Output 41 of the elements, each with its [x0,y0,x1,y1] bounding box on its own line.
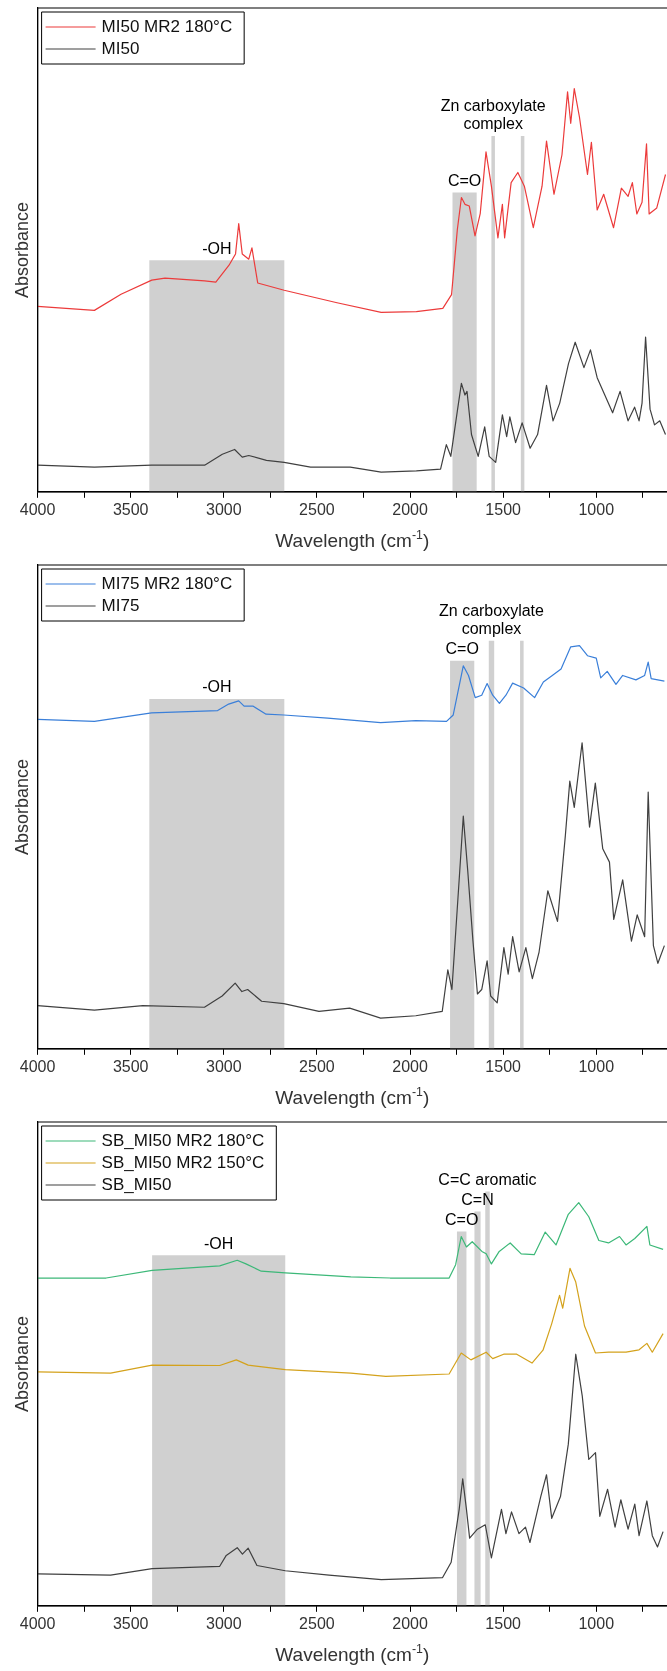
x-tick-label: 4000 [19,1614,56,1632]
y-axis-title: Absorbance [11,201,32,298]
legend-label: SB_MI50 MR2 180°C [101,1130,265,1150]
legend-label: SB_MI50 MR2 150°C [101,1152,265,1172]
band-label: C=O [445,640,479,658]
x-tick-label: 3000 [206,500,242,518]
band-label: C=C aromatic [438,1170,537,1188]
x-tick-label: 3500 [112,1057,149,1075]
x-tick-label: 3500 [112,500,149,518]
legend-label: MI75 MR2 180°C [101,573,233,593]
band-label: Zn carboxylate complex [440,97,546,133]
band-label: Zn carboxylate complex [439,602,545,638]
x-tick-label: 4000 [19,500,56,518]
x-tick-label: 1000 [578,1057,615,1075]
x-tick-label: 4000 [19,1057,56,1075]
x-tick-label: 2500 [299,500,335,518]
legend-label: MI50 MR2 180°C [101,16,233,36]
x-tick-label: 1500 [485,1614,522,1632]
x-tick-label: 2000 [392,1057,428,1075]
x-tick-label: 2500 [299,1057,335,1075]
x-tick-label: 3000 [206,1057,242,1075]
x-tick-label: 2000 [392,1614,428,1632]
y-axis-title: Absorbance [11,758,32,855]
band-label: C=N [461,1190,494,1208]
x-tick-label: 1000 [578,1614,615,1632]
band-label: -OH [202,239,232,257]
x-tick-label: 1500 [485,1057,522,1075]
y-axis-title: Absorbance [11,1315,32,1412]
x-tick-label: 2000 [392,500,428,518]
band-label: -OH [204,1234,234,1252]
band-label: -OH [202,678,232,696]
x-tick-label: 1500 [485,500,522,518]
legend-label: MI50 [101,38,140,58]
x-tick-label: 3500 [112,1614,149,1632]
legend-label: SB_MI50 [101,1174,172,1194]
x-tick-label: 1000 [578,500,615,518]
band-label: C=O [445,1210,479,1228]
legend-label: MI75 [101,595,140,615]
x-tick-label: 3000 [206,1614,242,1632]
x-tick-label: 2500 [299,1614,335,1632]
band-label: C=O [447,171,482,189]
